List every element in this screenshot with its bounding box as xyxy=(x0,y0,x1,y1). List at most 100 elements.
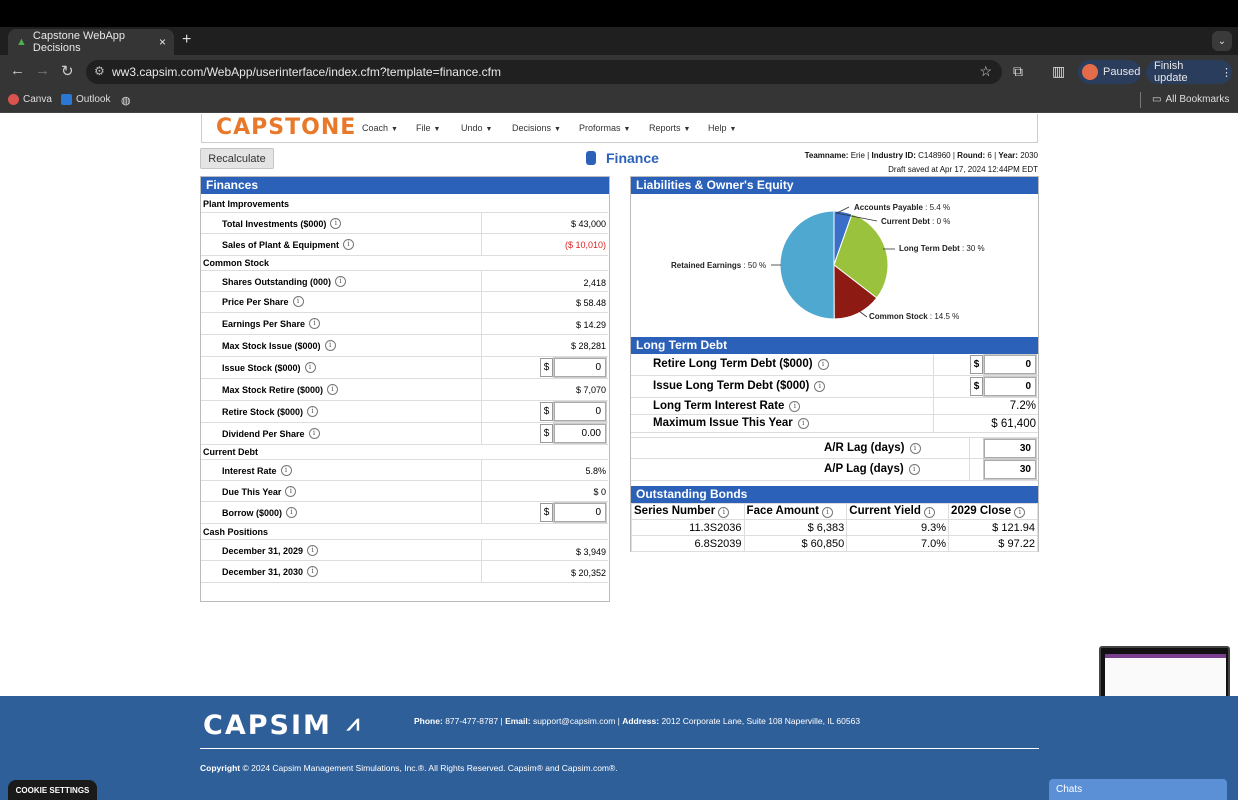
retire-ltd-input[interactable]: 0 xyxy=(983,354,1037,375)
info-icon[interactable]: i xyxy=(307,566,319,577)
team-info: Teamname: Erie | Industry ID: C148960 | … xyxy=(720,149,1038,177)
sales-plant-row: Sales of Plant & Equipment i ($ 10,010) xyxy=(201,234,608,256)
bookmark-canva[interactable]: Canva xyxy=(8,94,52,105)
capstone-logo[interactable]: CAPSTONE xyxy=(216,115,357,140)
menu-help[interactable]: Help ▼ xyxy=(708,123,736,133)
caret-down-icon: ▼ xyxy=(729,126,737,133)
page-title-text: Finance xyxy=(606,150,659,166)
info-icon[interactable]: i xyxy=(789,400,801,412)
pie-leader-line xyxy=(835,212,878,222)
preview-header xyxy=(1105,654,1226,658)
info-icon[interactable]: i xyxy=(817,358,829,370)
all-bookmarks[interactable]: ▭ All Bookmarks xyxy=(1152,94,1229,105)
eps-row: Earnings Per Share i $ 14.29 xyxy=(201,313,608,335)
price-row: Price Per Share i $ 58.48 xyxy=(201,292,608,313)
capsim-logo[interactable]: CAPSIM xyxy=(203,710,332,741)
retire-stock-input[interactable]: 0 xyxy=(553,401,607,422)
bookmark-star-icon[interactable]: ☆ xyxy=(979,63,992,79)
info-icon[interactable]: i xyxy=(909,442,921,454)
info-icon[interactable]: i xyxy=(304,362,316,373)
info-icon[interactable]: i xyxy=(718,507,730,518)
retire-stock-row: Retire Stock ($000) i $0 xyxy=(201,401,608,423)
bookmark-outlook[interactable]: Outlook xyxy=(61,94,110,105)
profile-button[interactable]: Paused xyxy=(1078,60,1141,84)
info-icon[interactable]: i xyxy=(307,545,319,556)
info-icon[interactable]: i xyxy=(285,486,297,497)
finish-update-button[interactable]: Finish update ⋮ xyxy=(1146,60,1232,84)
info-icon[interactable]: i xyxy=(797,417,809,429)
col-series: Series Number i xyxy=(631,503,745,520)
side-panel-icon[interactable]: ▥ xyxy=(1052,63,1066,79)
borrow-row: Borrow ($000) i $0 xyxy=(201,502,608,524)
address-bar[interactable]: ⚙ ww3.capsim.com/WebApp/userinterface/in… xyxy=(86,60,1002,84)
app-navbar xyxy=(201,114,1038,143)
menu-undo[interactable]: Undo ▼ xyxy=(461,123,492,133)
info-icon[interactable]: i xyxy=(335,276,347,287)
borrow-input[interactable]: 0 xyxy=(553,502,607,523)
dec-2029-row: December 31, 2029 i $ 3,949 xyxy=(201,539,608,561)
issue-ltd-input[interactable]: 0 xyxy=(983,376,1037,397)
pie-label-retained-earnings: Retained Earnings : 50 % xyxy=(671,261,767,270)
ap-lag-row: A/P Lag (days) i 30 xyxy=(631,459,1038,481)
url-text: ww3.capsim.com/WebApp/userinterface/inde… xyxy=(112,65,501,79)
info-icon[interactable]: i xyxy=(309,318,321,329)
due-this-year-row: Due This Year i $ 0 xyxy=(201,481,608,502)
chats-button[interactable]: Chats xyxy=(1049,779,1227,800)
menu-label: Reports xyxy=(649,123,681,133)
shares-outstanding-row: Shares Outstanding (000) i 2,418 xyxy=(201,270,608,292)
current-debt-header: Current Debt xyxy=(203,447,259,457)
finish-update-label: Finish update xyxy=(1154,60,1188,84)
tab-close-icon[interactable]: × xyxy=(158,35,166,49)
pie-label-current-debt: Current Debt : 0 % xyxy=(881,217,951,226)
extensions-icon[interactable]: ⧉ xyxy=(1013,63,1023,79)
back-icon[interactable]: ← xyxy=(10,62,25,79)
info-icon[interactable]: i xyxy=(307,406,319,417)
menu-reports[interactable]: Reports ▼ xyxy=(649,123,690,133)
info-icon[interactable]: i xyxy=(822,507,834,518)
info-icon[interactable]: i xyxy=(924,507,936,518)
bookmark-label: Canva xyxy=(23,94,52,105)
site-info-icon[interactable]: ⚙ xyxy=(94,64,105,78)
reload-icon[interactable]: ↻ xyxy=(61,63,74,80)
menu-label: Help xyxy=(708,123,727,133)
info-icon[interactable]: i xyxy=(814,380,826,392)
max-issue-row: Maximum Issue This Year i $ 61,400 xyxy=(631,415,1038,433)
page-title: Finance xyxy=(586,150,659,166)
info-icon[interactable]: i xyxy=(292,296,304,307)
info-icon[interactable]: i xyxy=(1014,507,1026,518)
ap-lag-input[interactable]: 30 xyxy=(983,459,1037,480)
email-link[interactable]: support@capsim.com xyxy=(532,716,616,726)
liabilities-pie-chart: Accounts Payable : 5.4 % Current Debt : … xyxy=(631,193,1038,336)
info-icon[interactable]: i xyxy=(327,384,339,395)
menu-proformas[interactable]: Proformas ▼ xyxy=(579,123,630,133)
tab-search-icon[interactable]: ⌄ xyxy=(1212,31,1232,51)
info-icon[interactable]: i xyxy=(324,340,336,351)
forward-icon[interactable]: → xyxy=(35,62,50,79)
globe-icon: ◍ xyxy=(121,95,131,107)
bookmark-globe[interactable]: ◍ xyxy=(121,94,131,107)
cookie-settings-button[interactable]: COOKIE SETTINGS xyxy=(8,780,97,800)
contact-info: Phone: 877-477-8787 | Email: support@cap… xyxy=(414,716,861,726)
info-icon[interactable]: i xyxy=(330,218,342,229)
col-face: Face Amount i xyxy=(743,503,848,520)
caret-down-icon: ▼ xyxy=(391,126,398,133)
menu-decisions[interactable]: Decisions ▼ xyxy=(512,123,561,133)
max-stock-issue-row: Max Stock Issue ($000) i $ 28,281 xyxy=(201,335,608,357)
info-icon[interactable]: i xyxy=(280,465,292,476)
browser-tab[interactable]: ▲ Capstone WebApp Decisions × xyxy=(8,29,174,55)
caret-down-icon: ▼ xyxy=(433,126,441,133)
recalculate-button[interactable]: Recalculate xyxy=(200,148,274,169)
menu-coach[interactable]: Coach ▼ xyxy=(362,123,398,133)
pie-leader-line xyxy=(858,310,868,318)
bookmarks-divider xyxy=(1140,92,1141,108)
new-tab-button[interactable]: + xyxy=(182,31,192,48)
menu-file[interactable]: File ▼ xyxy=(416,123,440,133)
info-icon[interactable]: i xyxy=(308,428,320,439)
info-icon[interactable]: i xyxy=(286,507,298,518)
info-icon[interactable]: i xyxy=(908,463,920,475)
issue-stock-input[interactable]: 0 xyxy=(553,357,607,378)
dividend-input[interactable]: 0.00 xyxy=(553,423,607,444)
ar-lag-input[interactable]: 30 xyxy=(983,438,1037,459)
info-icon[interactable]: i xyxy=(343,239,355,250)
plant-header: Plant Improvements xyxy=(203,199,290,209)
